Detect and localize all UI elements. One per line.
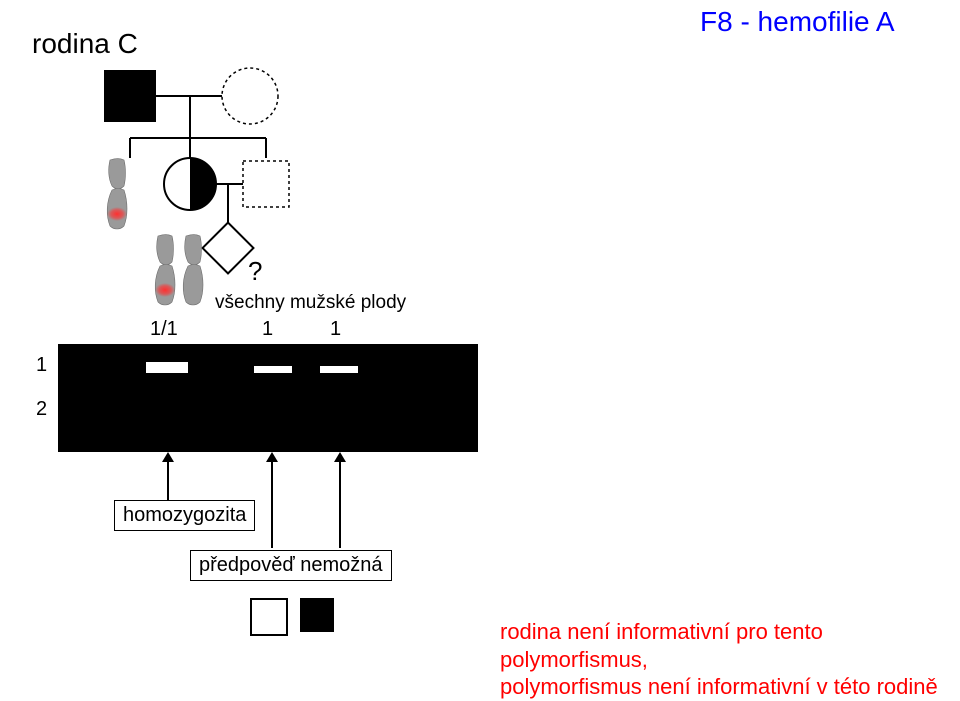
lane-label-2: 1 (330, 318, 341, 341)
title-disease: F8 - hemofilie A (700, 6, 895, 38)
conclusion-line2: polymorfismus není informativní v této r… (500, 674, 938, 699)
legend-empty-square (250, 598, 288, 636)
gel-band-1 (254, 366, 292, 373)
title-family: rodina C (32, 28, 138, 60)
fetus-caption: všechny mužské plody (215, 292, 406, 314)
homozygosity-box: homozygozita (114, 500, 255, 531)
conclusion-line1: rodina není informativní pro tento polym… (500, 619, 823, 672)
row-label-1: 1 (36, 354, 47, 377)
gel-image (58, 344, 478, 452)
row-label-2: 2 (36, 398, 47, 421)
chromosome-pair-gen3 (148, 232, 220, 310)
prediction-impossible-box: předpověď nemožná (190, 550, 392, 581)
arrow-1 (160, 452, 176, 502)
lane-label-1: 1 (262, 318, 273, 341)
legend-filled-square (300, 598, 334, 632)
gel-band-0 (146, 362, 188, 373)
gel-band-2 (320, 366, 358, 373)
fetus-question-mark: ? (248, 256, 262, 287)
conclusion-text: rodina není informativní pro tento polym… (500, 618, 940, 701)
arrow-3 (332, 452, 348, 548)
chromosome-pair-gen2 (98, 156, 158, 234)
lane-label-0: 1/1 (150, 318, 178, 341)
arrow-2 (264, 452, 280, 548)
